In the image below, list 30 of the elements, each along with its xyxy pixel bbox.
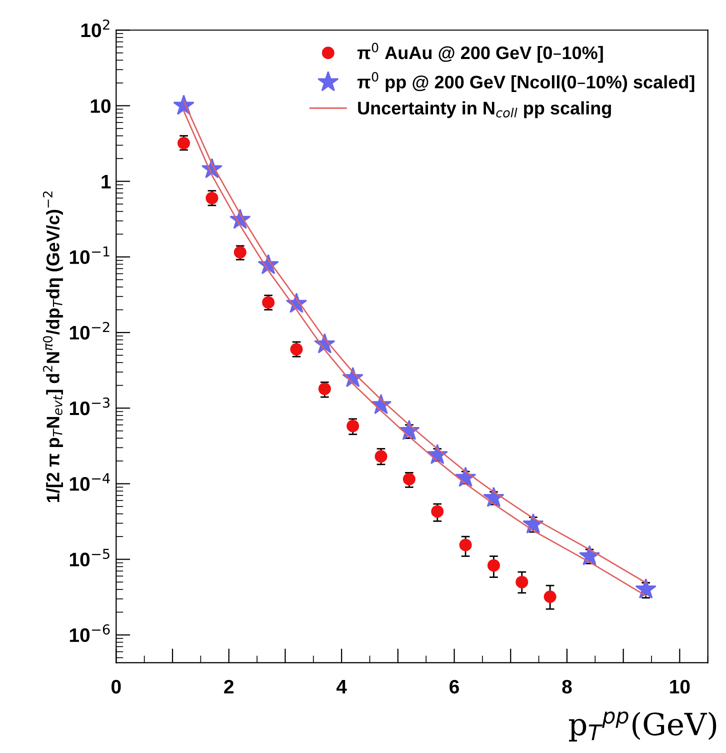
- point: [346, 420, 360, 432]
- point: [516, 576, 528, 588]
- y-tick-label: 10$^{−6}$: [70, 624, 110, 642]
- legend-label: π$^{0}$ AuAu @ 200 GeV [0–10%]: [357, 42, 603, 63]
- y-tick-label: 10$^{−5}$: [70, 548, 110, 566]
- y-tick-label: 10$^{−4}$: [70, 473, 110, 491]
- legend-label: Uncertainty in N$_{coll}$ pp scaling: [358, 101, 611, 118]
- point: [635, 578, 656, 599]
- y-tick-label: 10: [90, 99, 111, 113]
- x-tick-label: 10: [670, 680, 690, 694]
- x-axis-title: p$_{T}$$^{pp}$(GeV): [568, 711, 716, 742]
- point: [487, 559, 500, 572]
- y-tick-label: 10$^{−1}$: [70, 246, 110, 264]
- legend-label: π$^{0}$ pp @ 200 GeV [Ncoll(0–10%) scaled]: [357, 72, 694, 92]
- x-tick-label: 2: [224, 680, 234, 694]
- point: [459, 538, 472, 552]
- y-tick-label: 10$^{−3}$: [70, 397, 110, 416]
- y-tick-label: 10$^{2}$: [81, 19, 110, 38]
- y-tick-label: 10$^{−2}$: [70, 322, 110, 340]
- point: [544, 590, 556, 603]
- text: 1/[2 π p$_{T}$N$_{evt}$] d$^{2}$N$^{π0}$/dp$_{T}$dη (GeV/c)$^{−2}$: [42, 191, 63, 502]
- point: [431, 505, 444, 518]
- x-tick-label: 8: [562, 680, 572, 694]
- point: [318, 382, 331, 396]
- x-tick-label: 6: [450, 680, 459, 694]
- point: [402, 472, 416, 486]
- x-tick-label: 0: [112, 680, 121, 694]
- x-tick-label: 4: [336, 680, 347, 694]
- y-tick-label: 1: [102, 174, 111, 188]
- point: [374, 450, 388, 463]
